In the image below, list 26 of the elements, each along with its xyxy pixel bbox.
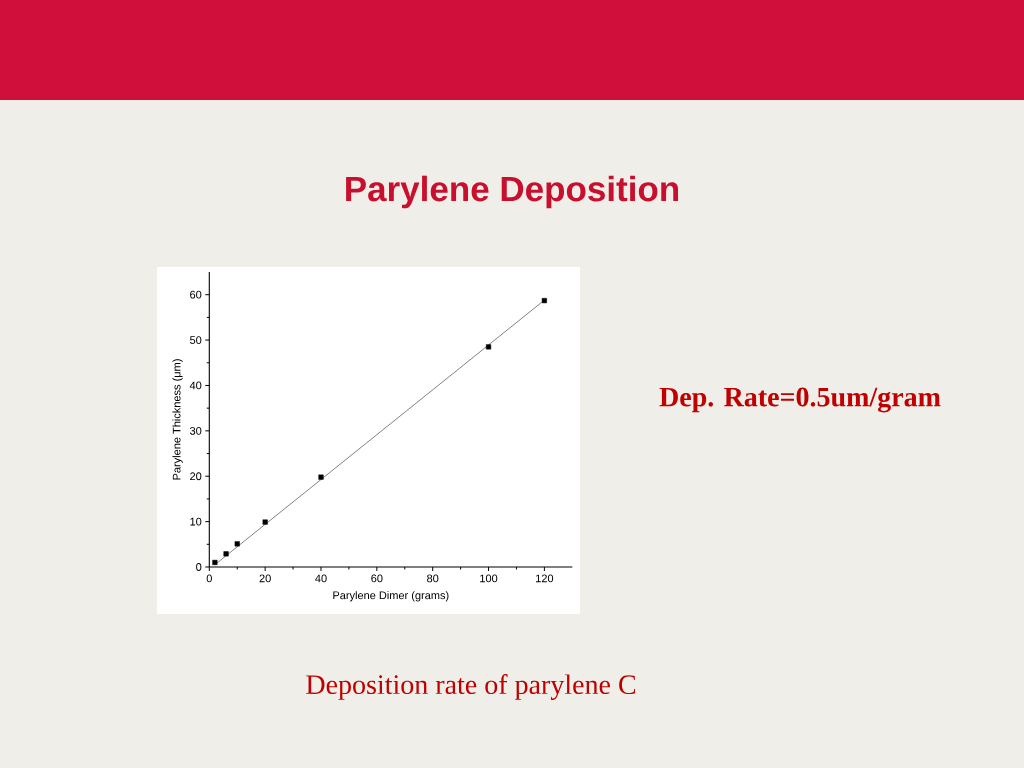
point	[262, 519, 268, 525]
y-tick-label: 40	[189, 381, 202, 390]
x-tick-label: 120	[536, 574, 554, 583]
x-tick-label: 20	[259, 574, 271, 583]
x-tick-label: 60	[371, 574, 383, 583]
text: Deposition rate of parylene C	[306, 674, 636, 700]
y-tick-label: 10	[190, 517, 202, 526]
chart-title: Parylene Deposition	[346, 175, 679, 209]
point	[223, 551, 229, 557]
point	[485, 344, 492, 350]
text: Dep. Rate=0.5um/gram	[659, 387, 941, 413]
x-axis-title: Parylene Dimer (grams)	[333, 591, 449, 602]
x-tick-label: 100	[480, 574, 498, 583]
x-tick-label: 80	[427, 574, 439, 583]
y-tick-label: 60	[190, 290, 202, 299]
x-tick-label: 0	[206, 574, 212, 583]
y-tick-label: 50	[189, 336, 202, 344]
y-axis-title: Parylene Thickness (μm)	[172, 359, 183, 480]
point	[318, 474, 324, 480]
point	[212, 559, 218, 566]
point	[234, 541, 240, 547]
y-tick-label: 20	[190, 472, 202, 481]
y-tick-label: 0	[196, 563, 202, 571]
x-tick-label: 40	[315, 574, 327, 583]
y-tick-label: 30	[189, 426, 202, 435]
point	[541, 298, 547, 304]
